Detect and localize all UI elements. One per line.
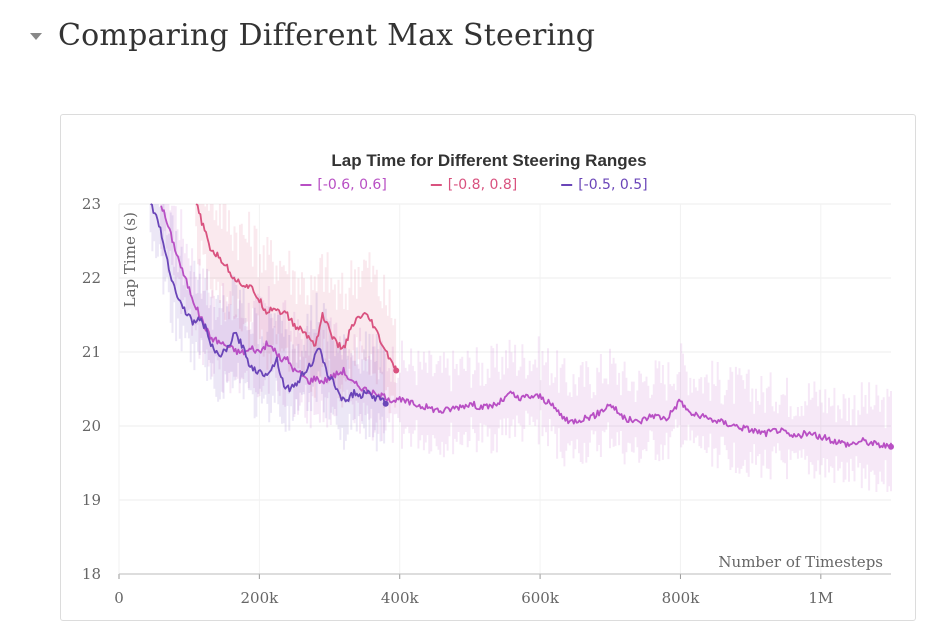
variance-bands bbox=[149, 204, 892, 492]
legend-item[interactable]: [-0.8, 0.8] bbox=[430, 177, 517, 193]
x-tick-label: 800k bbox=[662, 589, 701, 607]
x-axis-label: Number of Timesteps bbox=[718, 553, 883, 571]
series-line bbox=[160, 205, 892, 449]
legend-label: [-0.6, 0.6] bbox=[317, 177, 386, 193]
series-line bbox=[195, 203, 398, 371]
legend-item[interactable]: [-0.6, 0.6] bbox=[300, 177, 387, 193]
legend: [-0.6, 0.6] [-0.8, 0.8] [-0.5, 0.5] bbox=[300, 177, 648, 193]
series-lines bbox=[150, 203, 894, 450]
x-tick-label: 200k bbox=[240, 589, 279, 607]
chart-title: Lap Time for Different Steering Ranges bbox=[331, 151, 646, 170]
collapse-triangle-icon[interactable] bbox=[30, 32, 42, 40]
y-tick-label: 18 bbox=[82, 565, 101, 583]
y-tick-label: 19 bbox=[82, 491, 101, 509]
series-end-point bbox=[393, 367, 400, 374]
chart-panel: 18 19 20 21 22 23 0 200k 400k 600k 800k 1M Lap Time… bbox=[60, 114, 916, 621]
y-tick-label: 22 bbox=[82, 269, 101, 287]
x-tick-label: 1M bbox=[808, 589, 833, 607]
series-end-point bbox=[382, 400, 389, 407]
grid-layer bbox=[118, 203, 891, 575]
x-tick-label: 0 bbox=[114, 589, 124, 607]
legend-item[interactable]: [-0.5, 0.5] bbox=[561, 177, 648, 193]
section-title: Comparing Different Max Steering bbox=[58, 17, 596, 53]
x-tick-label: 400k bbox=[381, 589, 420, 607]
x-tick-label: 600k bbox=[521, 589, 560, 607]
y-tick-label: 20 bbox=[82, 417, 101, 435]
lap-time-chart: 18 19 20 21 22 23 0 200k 400k 600k 800k 1M Lap Time… bbox=[82, 151, 894, 607]
axes: 18 19 20 21 22 23 0 200k 400k 600k 800k 1M bbox=[82, 195, 891, 607]
y-tick-label: 23 bbox=[82, 195, 101, 213]
series-line bbox=[150, 203, 387, 407]
section-header: Comparing Different Max Steering bbox=[30, 12, 595, 58]
y-tick-label: 21 bbox=[82, 343, 101, 361]
legend-label: [-0.8, 0.8] bbox=[448, 177, 517, 193]
legend-label: [-0.5, 0.5] bbox=[578, 177, 647, 193]
series-end-point bbox=[888, 443, 894, 450]
y-axis-label: Lap Time (s) bbox=[121, 212, 139, 307]
